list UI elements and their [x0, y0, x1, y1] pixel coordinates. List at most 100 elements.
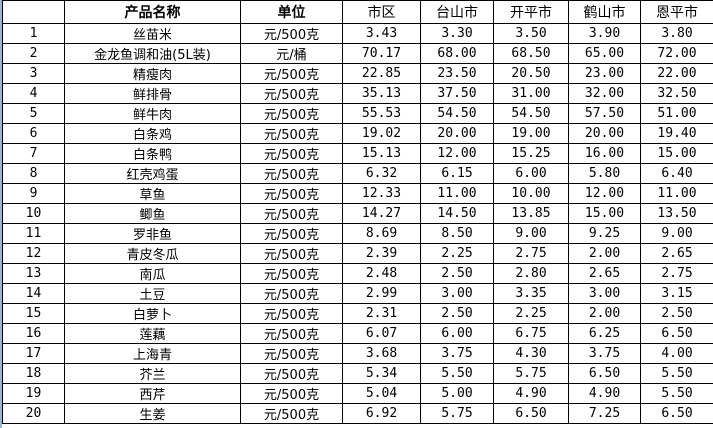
price-cell-city-district[interactable]: 3.43	[342, 23, 421, 44]
price-cell-heshan[interactable]: 6.50	[568, 363, 641, 384]
product-name-cell[interactable]: 白条鸡	[64, 123, 241, 144]
price-cell-city-district[interactable]: 6.92	[342, 403, 421, 424]
unit-cell[interactable]: 元/500克	[240, 263, 343, 284]
price-cell-enping[interactable]: 5.50	[640, 383, 713, 404]
unit-cell[interactable]: 元/500克	[240, 183, 343, 204]
price-cell-taishan[interactable]: 20.00	[420, 123, 494, 144]
unit-cell[interactable]: 元/500克	[240, 363, 343, 384]
unit-cell[interactable]: 元/500克	[240, 123, 343, 144]
row-number[interactable]: 6	[2, 123, 65, 144]
price-cell-kaiping[interactable]: 10.00	[493, 183, 569, 204]
product-name-cell[interactable]: 青皮冬瓜	[64, 243, 241, 264]
product-name-cell[interactable]: 土豆	[64, 283, 241, 304]
unit-cell[interactable]: 元/桶	[240, 43, 343, 64]
price-cell-heshan[interactable]: 3.00	[568, 283, 641, 304]
price-cell-enping[interactable]: 6.50	[640, 403, 713, 424]
price-cell-heshan[interactable]: 32.00	[568, 83, 641, 104]
price-cell-kaiping[interactable]: 31.00	[493, 83, 569, 104]
header-city-district[interactable]: 市区	[342, 0, 421, 24]
product-name-cell[interactable]: 生姜	[64, 403, 241, 424]
price-cell-enping[interactable]: 51.00	[640, 103, 713, 124]
header-product-name[interactable]: 产品名称	[64, 0, 241, 24]
price-cell-taishan[interactable]: 23.50	[420, 63, 494, 84]
price-cell-kaiping[interactable]: 20.50	[493, 63, 569, 84]
price-cell-city-district[interactable]: 55.53	[342, 103, 421, 124]
row-number[interactable]: 13	[2, 263, 65, 284]
product-name-cell[interactable]: 鲫鱼	[64, 203, 241, 224]
price-cell-kaiping[interactable]: 19.00	[493, 123, 569, 144]
price-cell-kaiping[interactable]: 2.25	[493, 303, 569, 324]
price-cell-heshan[interactable]: 3.75	[568, 343, 641, 364]
price-cell-heshan[interactable]: 23.00	[568, 63, 641, 84]
price-cell-kaiping[interactable]: 4.30	[493, 343, 569, 364]
price-cell-city-district[interactable]: 5.04	[342, 383, 421, 404]
price-cell-kaiping[interactable]: 4.90	[493, 383, 569, 404]
unit-cell[interactable]: 元/500克	[240, 63, 343, 84]
price-cell-city-district[interactable]: 19.02	[342, 123, 421, 144]
row-number[interactable]: 10	[2, 203, 65, 224]
price-cell-kaiping[interactable]: 3.35	[493, 283, 569, 304]
price-cell-taishan[interactable]: 68.00	[420, 43, 494, 64]
price-cell-kaiping[interactable]: 9.00	[493, 223, 569, 244]
product-name-cell[interactable]: 莲藕	[64, 323, 241, 344]
product-name-cell[interactable]: 白条鸭	[64, 143, 241, 164]
row-number[interactable]: 19	[2, 383, 65, 404]
price-cell-enping[interactable]: 2.65	[640, 243, 713, 264]
price-cell-enping[interactable]: 5.50	[640, 363, 713, 384]
price-cell-taishan[interactable]: 5.00	[420, 383, 494, 404]
price-cell-city-district[interactable]: 12.33	[342, 183, 421, 204]
unit-cell[interactable]: 元/500克	[240, 323, 343, 344]
header-unit[interactable]: 单位	[240, 0, 343, 24]
row-number[interactable]: 16	[2, 323, 65, 344]
unit-cell[interactable]: 元/500克	[240, 23, 343, 44]
row-number[interactable]: 18	[2, 363, 65, 384]
unit-cell[interactable]: 元/500克	[240, 343, 343, 364]
price-cell-city-district[interactable]: 2.31	[342, 303, 421, 324]
header-kaiping[interactable]: 开平市	[493, 0, 569, 24]
price-cell-heshan[interactable]: 5.80	[568, 163, 641, 184]
price-cell-kaiping[interactable]: 15.25	[493, 143, 569, 164]
row-number[interactable]: 7	[2, 143, 65, 164]
price-cell-kaiping[interactable]: 5.75	[493, 363, 569, 384]
row-number[interactable]: 4	[2, 83, 65, 104]
unit-cell[interactable]: 元/500克	[240, 283, 343, 304]
row-number[interactable]: 3	[2, 63, 65, 84]
price-cell-city-district[interactable]: 2.99	[342, 283, 421, 304]
price-cell-heshan[interactable]: 6.25	[568, 323, 641, 344]
product-name-cell[interactable]: 白萝卜	[64, 303, 241, 324]
price-cell-kaiping[interactable]: 68.50	[493, 43, 569, 64]
price-cell-enping[interactable]: 13.50	[640, 203, 713, 224]
price-cell-heshan[interactable]: 7.25	[568, 403, 641, 424]
price-cell-enping[interactable]: 15.00	[640, 143, 713, 164]
price-cell-city-district[interactable]: 5.34	[342, 363, 421, 384]
row-number[interactable]: 9	[2, 183, 65, 204]
price-cell-enping[interactable]: 11.00	[640, 183, 713, 204]
price-cell-taishan[interactable]: 6.15	[420, 163, 494, 184]
price-cell-enping[interactable]: 6.40	[640, 163, 713, 184]
row-number[interactable]: 20	[2, 403, 65, 424]
product-name-cell[interactable]: 金龙鱼调和油(5L装)	[64, 43, 241, 64]
price-cell-city-district[interactable]: 6.32	[342, 163, 421, 184]
price-cell-enping[interactable]: 6.50	[640, 323, 713, 344]
price-cell-taishan[interactable]: 2.50	[420, 263, 494, 284]
price-cell-heshan[interactable]: 9.25	[568, 223, 641, 244]
price-cell-taishan[interactable]: 2.25	[420, 243, 494, 264]
price-cell-city-district[interactable]: 15.13	[342, 143, 421, 164]
price-cell-kaiping[interactable]: 54.50	[493, 103, 569, 124]
price-cell-taishan[interactable]: 14.50	[420, 203, 494, 224]
product-name-cell[interactable]: 罗非鱼	[64, 223, 241, 244]
price-cell-heshan[interactable]: 20.00	[568, 123, 641, 144]
price-cell-enping[interactable]: 72.00	[640, 43, 713, 64]
price-cell-enping[interactable]: 22.00	[640, 63, 713, 84]
price-cell-city-district[interactable]: 3.68	[342, 343, 421, 364]
row-number[interactable]: 14	[2, 283, 65, 304]
row-number[interactable]: 17	[2, 343, 65, 364]
price-cell-city-district[interactable]: 14.27	[342, 203, 421, 224]
price-cell-enping[interactable]: 9.00	[640, 223, 713, 244]
unit-cell[interactable]: 元/500克	[240, 303, 343, 324]
product-name-cell[interactable]: 红壳鸡蛋	[64, 163, 241, 184]
product-name-cell[interactable]: 上海青	[64, 343, 241, 364]
price-cell-heshan[interactable]: 2.00	[568, 303, 641, 324]
price-cell-kaiping[interactable]: 6.75	[493, 323, 569, 344]
row-number[interactable]: 5	[2, 103, 65, 124]
